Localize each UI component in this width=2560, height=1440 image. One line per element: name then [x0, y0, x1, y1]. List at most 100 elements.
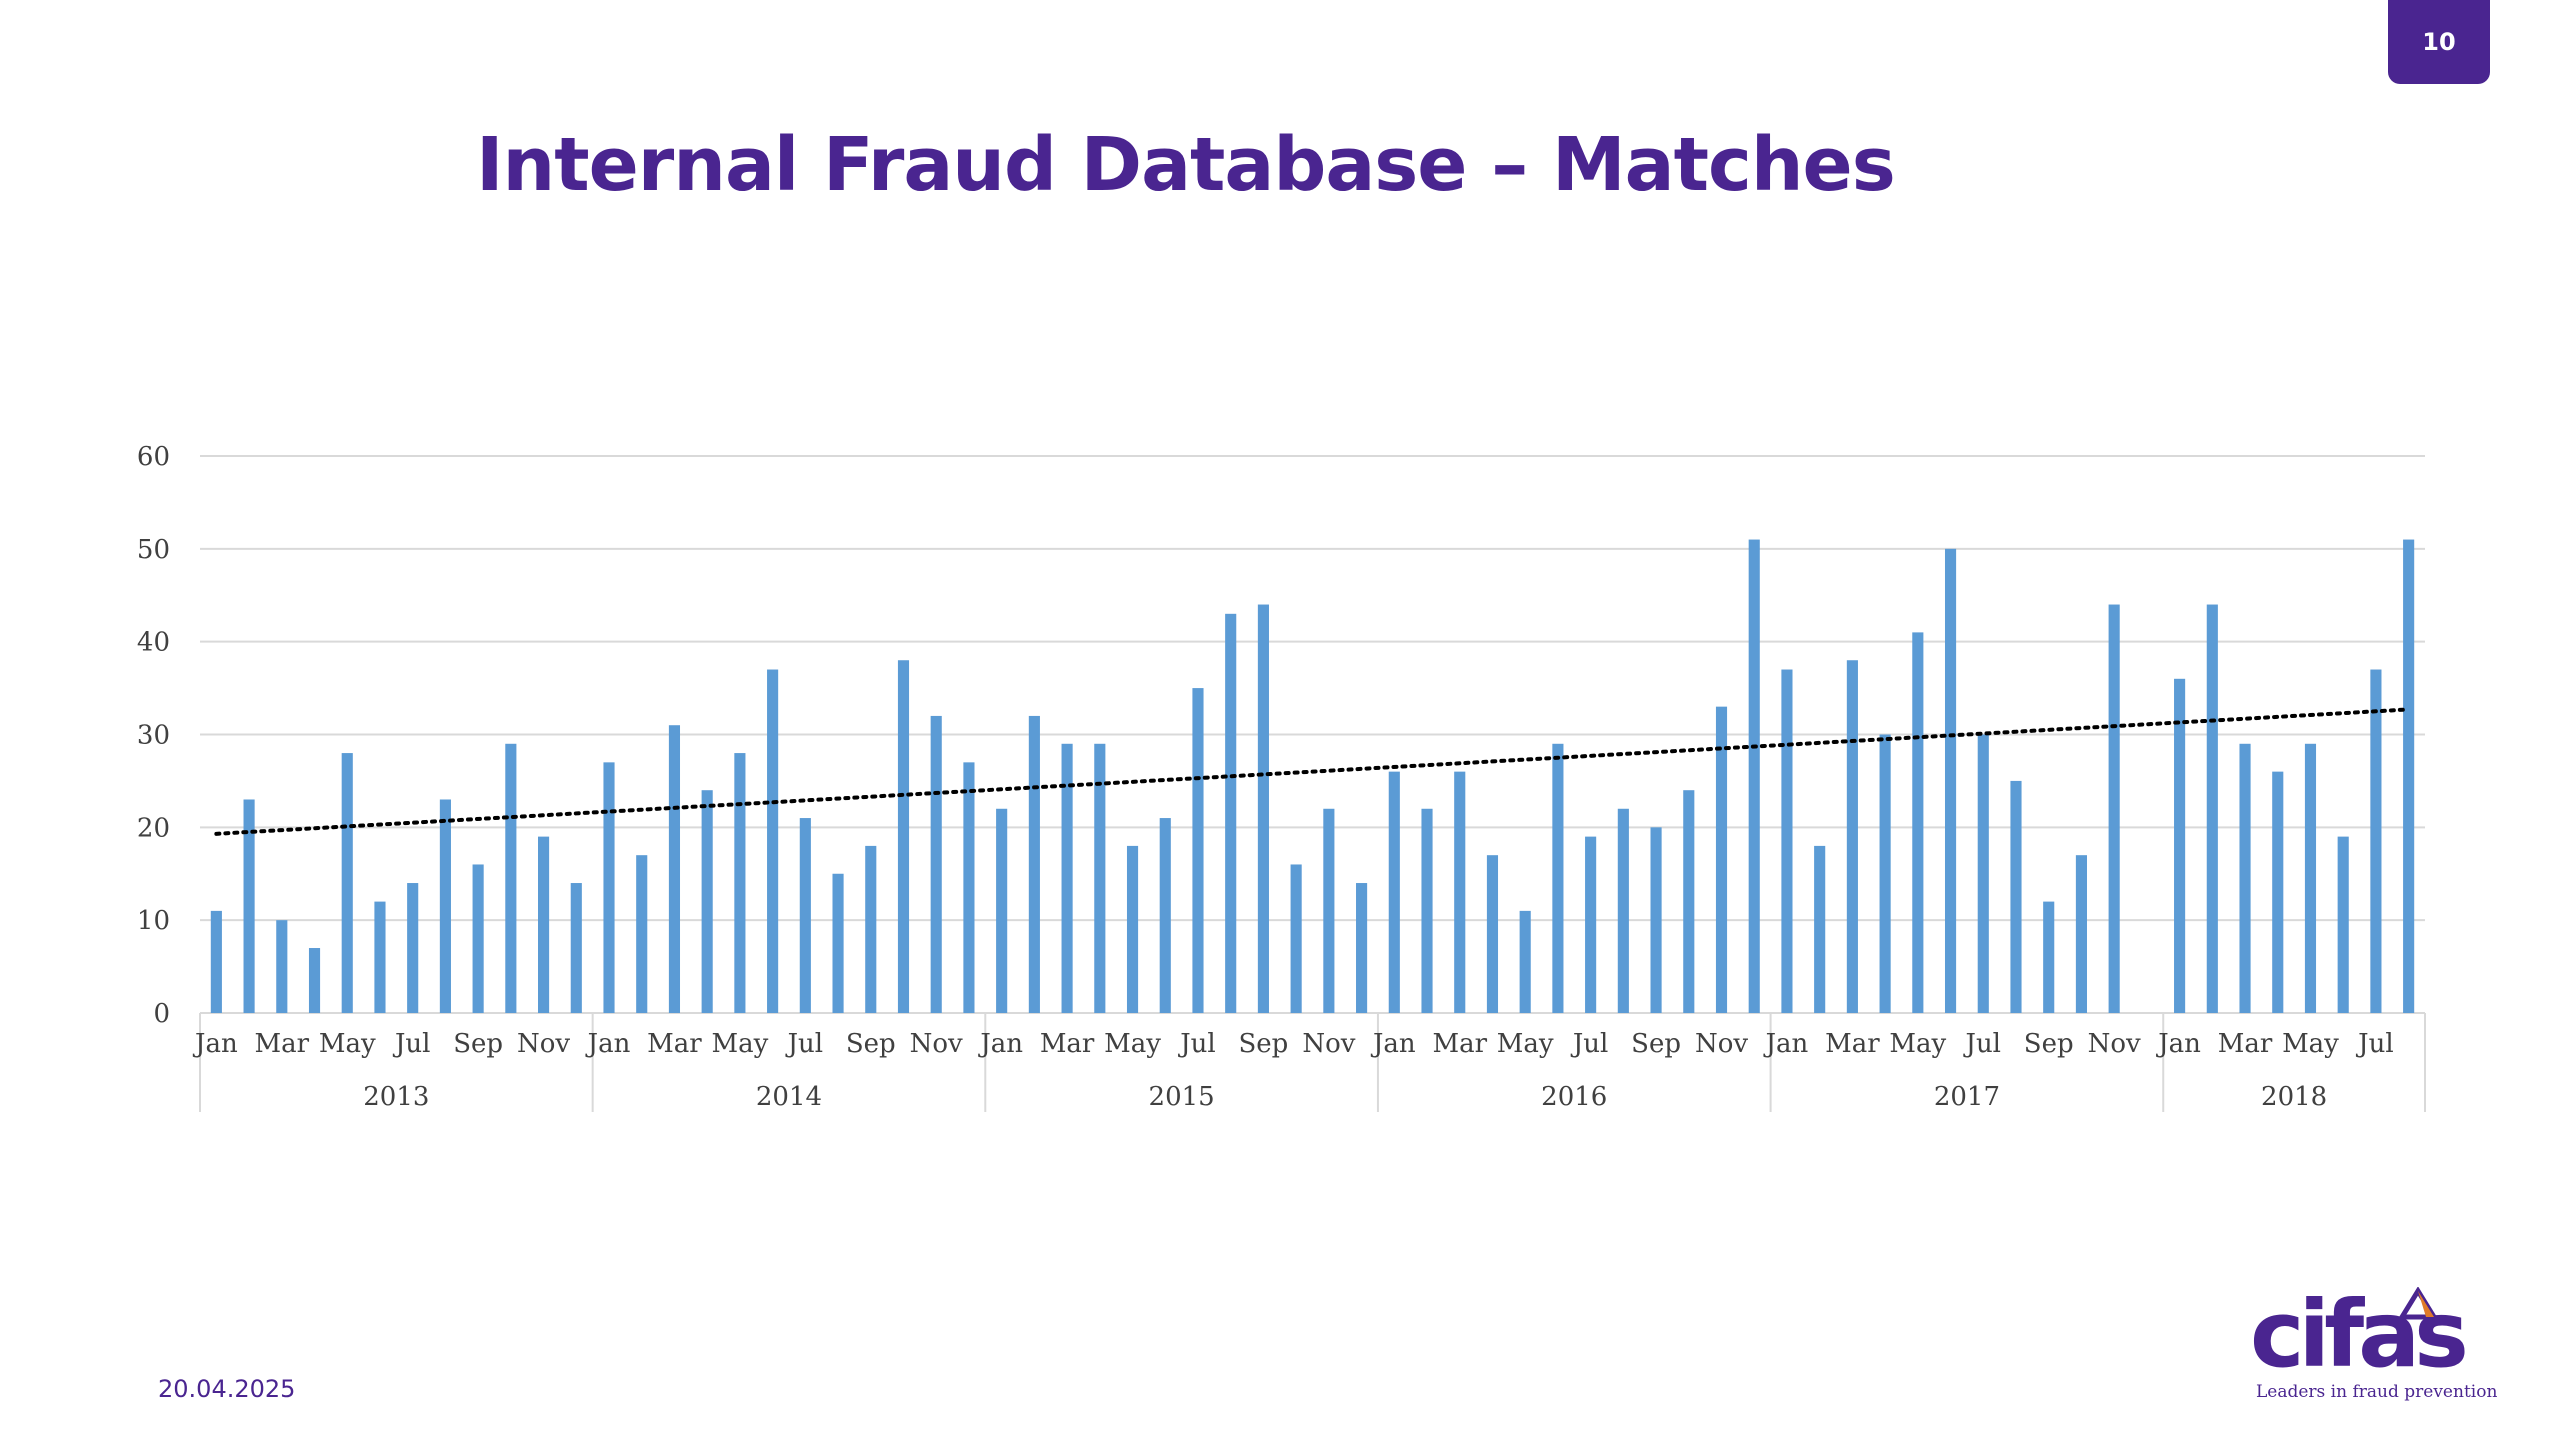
- bar: [1879, 734, 1891, 1013]
- bar: [1126, 845, 1139, 1013]
- bar: [1748, 539, 1760, 1013]
- x-tick-label: Mar: [1825, 1029, 1880, 1059]
- bar: [341, 753, 353, 1013]
- bar: [210, 910, 222, 1013]
- page-number-badge: 10: [2388, 0, 2490, 84]
- year-label: 2015: [1149, 1082, 1215, 1112]
- bar: [897, 660, 910, 1013]
- x-tick-label: Mar: [255, 1029, 310, 1059]
- y-tick-label: 0: [153, 999, 170, 1029]
- x-tick-label: Sep: [1238, 1029, 1288, 1059]
- bar: [930, 715, 942, 1013]
- bar: [2337, 836, 2349, 1013]
- bars: [210, 539, 2415, 1013]
- bar: [1944, 548, 1957, 1013]
- x-tick-label: Nov: [1695, 1029, 1748, 1059]
- year-label: 2017: [1934, 1082, 2000, 1112]
- year-label: 2018: [2261, 1082, 2327, 1112]
- bar: [1454, 771, 1466, 1013]
- bar: [1683, 790, 1695, 1013]
- bar: [1192, 688, 1204, 1013]
- bar: [701, 790, 713, 1013]
- bar: [308, 948, 321, 1013]
- grid-lines: [200, 455, 2425, 1014]
- x-tick-label: Mar: [1040, 1029, 1095, 1059]
- x-tick-label: Jan: [1763, 1029, 1809, 1059]
- bar: [538, 836, 550, 1013]
- bar: [799, 818, 811, 1013]
- bar: [2239, 743, 2251, 1013]
- bar: [668, 725, 681, 1013]
- trendline: [214, 707, 2411, 836]
- year-label: 2014: [756, 1082, 822, 1112]
- x-tick-label: Sep: [1631, 1029, 1681, 1059]
- bar: [1650, 827, 1662, 1013]
- bar: [1421, 808, 1433, 1013]
- bar: [2403, 539, 2415, 1013]
- bar: [1617, 808, 1629, 1013]
- bar: [963, 762, 975, 1013]
- y-tick-label: 60: [137, 442, 170, 472]
- y-tick-label: 30: [137, 721, 170, 751]
- bar: [2304, 743, 2317, 1013]
- x-tick-label: Jul: [2355, 1029, 2393, 1059]
- bar: [2206, 604, 2218, 1013]
- bar: [2370, 669, 2382, 1013]
- bar: [1225, 613, 1237, 1013]
- bar: [505, 743, 517, 1013]
- y-tick-label: 10: [137, 906, 170, 936]
- x-tick-label: Jul: [785, 1029, 823, 1059]
- bar: [865, 845, 877, 1013]
- bar: [636, 855, 648, 1013]
- x-tick-label: May: [711, 1029, 768, 1059]
- bar: [2174, 678, 2186, 1013]
- bar: [570, 883, 582, 1013]
- bar: [1290, 864, 1302, 1013]
- logo-tagline: Leaders in fraud prevention: [2256, 1382, 2498, 1402]
- cifas-logo: cifas Leaders in fraud prevention: [2250, 1285, 2510, 1405]
- bar: [603, 762, 615, 1013]
- x-tick-label: Jan: [1370, 1029, 1416, 1059]
- bar: [1061, 743, 1073, 1013]
- bar: [1257, 604, 1269, 1013]
- bar: [1356, 883, 1368, 1013]
- x-tick-label: Jan: [585, 1029, 631, 1059]
- bar: [996, 808, 1008, 1013]
- bar: [1486, 855, 1499, 1013]
- bar: [1028, 715, 1040, 1013]
- bar: [2043, 901, 2055, 1013]
- x-tick-label: Jan: [192, 1029, 238, 1059]
- bar: [734, 753, 746, 1013]
- x-tick-label: Jul: [392, 1029, 430, 1059]
- x-tick-label: May: [2282, 1029, 2339, 1059]
- bar: [407, 883, 419, 1013]
- x-tick-label: May: [1497, 1029, 1554, 1059]
- x-tick-label: Nov: [1302, 1029, 1355, 1059]
- x-tick-label: Sep: [453, 1029, 503, 1059]
- y-axis: 0 10 20 30 40 50 60: [137, 442, 170, 1029]
- bar: [1814, 845, 1826, 1013]
- x-tick-label: May: [319, 1029, 376, 1059]
- bar: [472, 864, 484, 1013]
- bar: [2272, 771, 2284, 1013]
- x-tick-label: May: [1889, 1029, 1946, 1059]
- bar: [276, 920, 288, 1013]
- bar: [1585, 836, 1597, 1013]
- bar: [1323, 808, 1335, 1013]
- x-tick-label: Jul: [1570, 1029, 1608, 1059]
- bar: [1846, 660, 1858, 1013]
- bar: [1781, 669, 1793, 1013]
- bar: [2108, 604, 2120, 1013]
- bar: [1552, 743, 1564, 1013]
- x-tick-label: Mar: [2218, 1029, 2273, 1059]
- bar: [1912, 632, 1924, 1013]
- x-tick-label: Sep: [846, 1029, 896, 1059]
- bar: [767, 669, 779, 1013]
- bar: [2075, 855, 2087, 1013]
- y-tick-label: 20: [137, 813, 170, 843]
- logo-wordmark: cifas: [2250, 1281, 2469, 1388]
- x-tick-label: Mar: [647, 1029, 702, 1059]
- bar: [832, 873, 844, 1013]
- slide-title: Internal Fraud Database – Matches: [476, 122, 1896, 208]
